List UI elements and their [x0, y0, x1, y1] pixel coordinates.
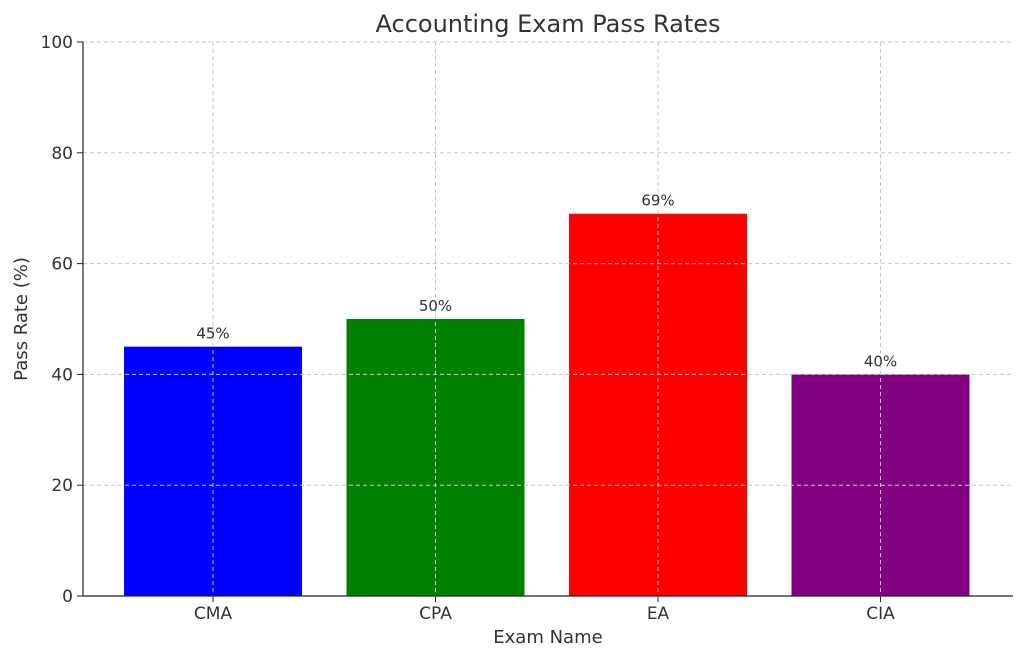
- data-label: 69%: [641, 192, 674, 210]
- x-tick-label: CMA: [194, 604, 233, 624]
- data-label: 45%: [196, 325, 229, 343]
- y-axis-label: Pass Rate (%): [11, 257, 32, 381]
- x-tick-label: EA: [647, 604, 670, 624]
- x-axis-label: Exam Name: [493, 627, 602, 648]
- data-label: 50%: [419, 297, 452, 315]
- y-tick-label: 40: [51, 365, 73, 385]
- x-tick-label: CPA: [419, 604, 452, 624]
- bar-ea: [569, 213, 747, 597]
- data-label: 40%: [864, 352, 897, 370]
- x-axis-ticks: CMA CPA EA CIA: [194, 596, 895, 624]
- y-tick-label: 80: [51, 144, 73, 164]
- y-tick-label: 100: [41, 33, 73, 53]
- grid-overlay: [83, 41, 1013, 597]
- x-tick-label: CIA: [866, 604, 895, 624]
- y-tick-label: 60: [51, 255, 73, 275]
- y-axis-ticks: 0 20 40 60 80 100: [41, 33, 83, 607]
- bars: [124, 213, 970, 597]
- chart-title: Accounting Exam Pass Rates: [376, 10, 721, 38]
- y-tick-label: 20: [51, 476, 73, 496]
- y-tick-label: 0: [62, 587, 73, 607]
- data-labels: 45% 50% 69% 40%: [196, 192, 897, 371]
